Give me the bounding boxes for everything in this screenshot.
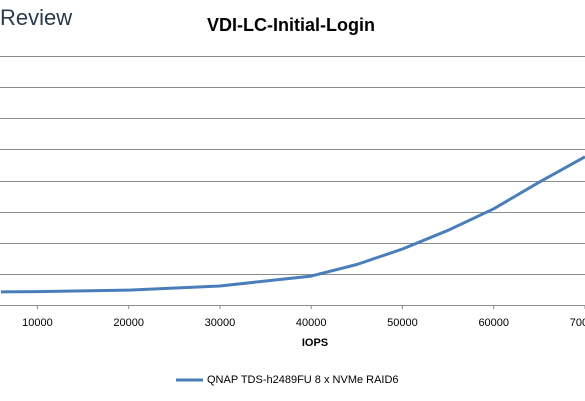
x-tick-label: 60000	[478, 317, 509, 329]
chart-title: VDI-LC-Initial-Login	[207, 15, 375, 35]
x-tick-label: 10000	[22, 317, 53, 329]
series-line	[0, 155, 585, 294]
x-tick-label: 30000	[205, 317, 236, 329]
brand: Review	[0, 5, 72, 30]
x-tick-label: 20000	[113, 317, 144, 329]
x-tick-label: 50000	[387, 317, 418, 329]
x-axis-label: IOPS	[302, 337, 328, 349]
x-tick-label: 70000	[570, 317, 585, 329]
x-tick-label: 40000	[296, 317, 327, 329]
legend-label: QNAP TDS-h2489FU 8 x NVMe RAID6	[207, 374, 399, 386]
